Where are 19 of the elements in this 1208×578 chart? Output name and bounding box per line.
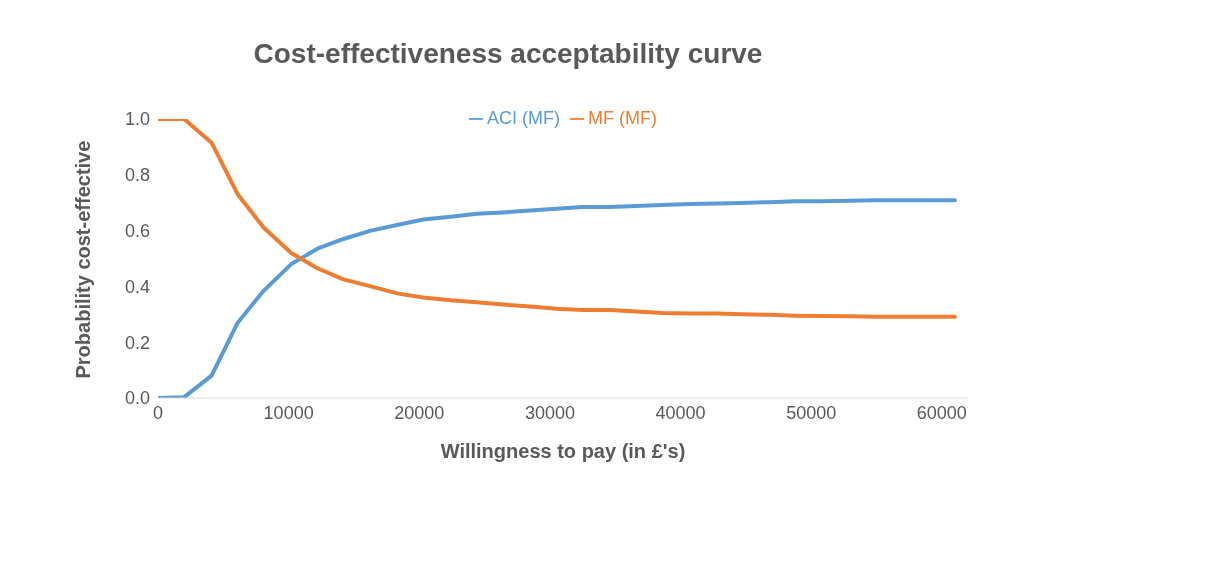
x-axis-title: Willingness to pay (in £'s)	[440, 440, 686, 462]
y-tick-label: 0.4	[124, 276, 150, 297]
y-tick-label: 0.2	[124, 332, 150, 353]
x-tick-label: 50000	[786, 402, 837, 423]
legend-label: MF (MF)	[588, 108, 657, 128]
y-tick-label: 0.6	[124, 220, 150, 241]
x-tick-label: 10000	[263, 402, 314, 423]
chart-title: Cost-effectiveness acceptability curve	[252, 38, 764, 70]
y-tick-label: 1.0	[124, 109, 150, 130]
x-tick-label: 0	[152, 402, 164, 423]
line-series	[158, 198, 957, 398]
y-axis-title: Probability cost-effective	[72, 140, 95, 379]
x-tick-label: 20000	[394, 402, 445, 423]
x-tick-label: 60000	[916, 402, 967, 423]
legend-label: ACI (MF)	[487, 108, 560, 128]
x-tick-label: 30000	[524, 402, 575, 423]
y-tick-label: 0.0	[124, 388, 150, 409]
x-tick-label: 40000	[655, 402, 706, 423]
y-tick-label: 0.8	[124, 165, 150, 186]
